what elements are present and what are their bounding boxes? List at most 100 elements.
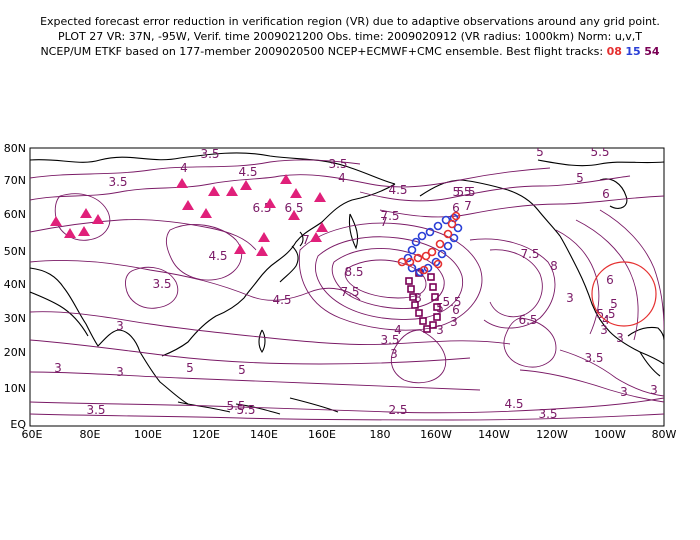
lat-axis: 80N 70N 60N 50N 40N 30N 20N 10N EQ — [4, 142, 27, 431]
contour-line — [315, 236, 464, 320]
contour-label: 4 — [180, 161, 188, 175]
contour-label: 3 — [650, 383, 658, 397]
contour-label: 5 — [610, 297, 618, 311]
contour-label: 4 — [338, 171, 346, 185]
lat-tick-label: 10N — [4, 382, 26, 395]
contour-labels: 3.5 3.5 3.5 4 4 4.5 4.5 5 5 5.5 5.5 6 6 … — [54, 145, 658, 421]
contour-label: 4.5 — [272, 293, 291, 307]
north-america-west — [559, 235, 664, 365]
contour-label: 3.5 — [538, 407, 557, 421]
triangle-marker — [234, 244, 246, 254]
flight-track-15 — [403, 213, 463, 277]
contour-label: 6 — [452, 201, 460, 215]
contour-label: 4.5 — [388, 183, 407, 197]
contour-label: 7.5 — [520, 247, 539, 261]
track-15-marker — [443, 241, 453, 251]
triangle-marker — [182, 200, 194, 210]
figure-header: Expected forecast error reduction in ver… — [0, 14, 700, 59]
track-54-marker — [409, 293, 417, 301]
lon-tick-label: 180 — [370, 428, 391, 441]
track-08-marker — [419, 265, 429, 275]
contour-line — [599, 209, 664, 331]
lon-tick-label: 160E — [308, 428, 336, 441]
contour-label: 3 — [54, 361, 62, 375]
lat-tick-label: EQ — [10, 418, 26, 431]
track-54-marker — [423, 325, 431, 333]
header-line-3-text: NCEP/UM ETKF based on 177-member 2009020… — [40, 45, 607, 58]
gulf-coast — [627, 326, 664, 341]
triangle-marker — [316, 222, 328, 232]
contour-label: 3 — [436, 323, 444, 337]
track-08-marker — [413, 253, 423, 263]
track-54-marker — [429, 283, 437, 291]
triangle-marker — [200, 208, 212, 218]
triangle-marker — [78, 226, 90, 236]
contour-label: 6.5 — [284, 201, 303, 215]
triangle-marker — [80, 208, 92, 218]
contour-label: 3 — [116, 319, 124, 333]
contour-label: 3 — [116, 365, 124, 379]
triangle-marker — [290, 188, 302, 198]
header-line-3: NCEP/UM ETKF based on 177-member 2009020… — [0, 44, 700, 59]
triangle-marker — [258, 232, 270, 242]
triangle-marker — [314, 192, 326, 202]
contour-label: 8 — [550, 259, 558, 273]
track-08-marker — [433, 259, 443, 269]
lon-axis: 60E 80E 100E 120E 140E 160E 180 160W 140… — [22, 428, 677, 441]
track-15-marker — [431, 257, 441, 267]
track-15-marker — [407, 245, 417, 255]
contour-line — [519, 369, 664, 403]
contour-label: 5 — [536, 145, 544, 159]
coastlines — [30, 152, 664, 415]
contour-line — [503, 317, 557, 368]
contour-label: 6.5 — [518, 313, 537, 327]
contour-label: 7 — [302, 233, 310, 247]
north-america-north — [537, 159, 664, 167]
triangle-marker — [288, 210, 300, 220]
contour-line — [379, 195, 664, 218]
track-54-label: 54 — [644, 45, 660, 58]
coast-india — [30, 291, 89, 337]
lon-tick-label: 80E — [80, 428, 101, 441]
contour-line — [331, 248, 445, 309]
lon-tick-label: 160W — [420, 428, 452, 441]
coast-arctic-asia — [30, 152, 396, 185]
lon-tick-label: 140E — [250, 428, 278, 441]
track-08-marker — [421, 251, 431, 261]
contour-label: 8 — [414, 291, 422, 305]
lat-tick-label: 70N — [4, 174, 26, 187]
contour-line — [30, 397, 664, 414]
track-54-marker — [429, 321, 437, 329]
coast-south-asia — [30, 267, 189, 405]
lat-tick-label: 60N — [4, 208, 26, 221]
japan — [279, 231, 304, 283]
contour-label: 3.5 — [380, 333, 399, 347]
track-08-marker — [435, 239, 445, 249]
track-15-marker — [411, 237, 421, 247]
contour-label: 6 — [606, 273, 614, 287]
contour-label: 4.5 — [238, 165, 257, 179]
contour-label: 3 — [600, 323, 608, 337]
lat-tick-label: 20N — [4, 346, 26, 359]
contour-line — [30, 339, 471, 365]
contour-line — [359, 175, 631, 202]
contour-label: 5 — [576, 171, 584, 185]
contour-label: 3 — [566, 291, 574, 305]
contour-label: 3.5 — [200, 147, 219, 161]
triangle-marker — [256, 246, 268, 256]
contour-line — [30, 219, 257, 251]
contour-line — [125, 266, 179, 309]
triangle-marker — [208, 186, 220, 196]
track-08-marker — [451, 211, 461, 221]
contour-line — [165, 224, 243, 281]
track-15-marker — [425, 227, 435, 237]
track-54-marker — [411, 301, 419, 309]
contour-label: 7 — [464, 199, 472, 213]
track-15-marker — [453, 223, 463, 233]
contour-label: 7 — [380, 215, 388, 229]
track-15-marker — [433, 221, 443, 231]
triangle-marker — [50, 216, 62, 226]
contour-label: 3.5 — [152, 277, 171, 291]
philippines — [258, 329, 266, 353]
lat-tick-label: 40N — [4, 278, 26, 291]
